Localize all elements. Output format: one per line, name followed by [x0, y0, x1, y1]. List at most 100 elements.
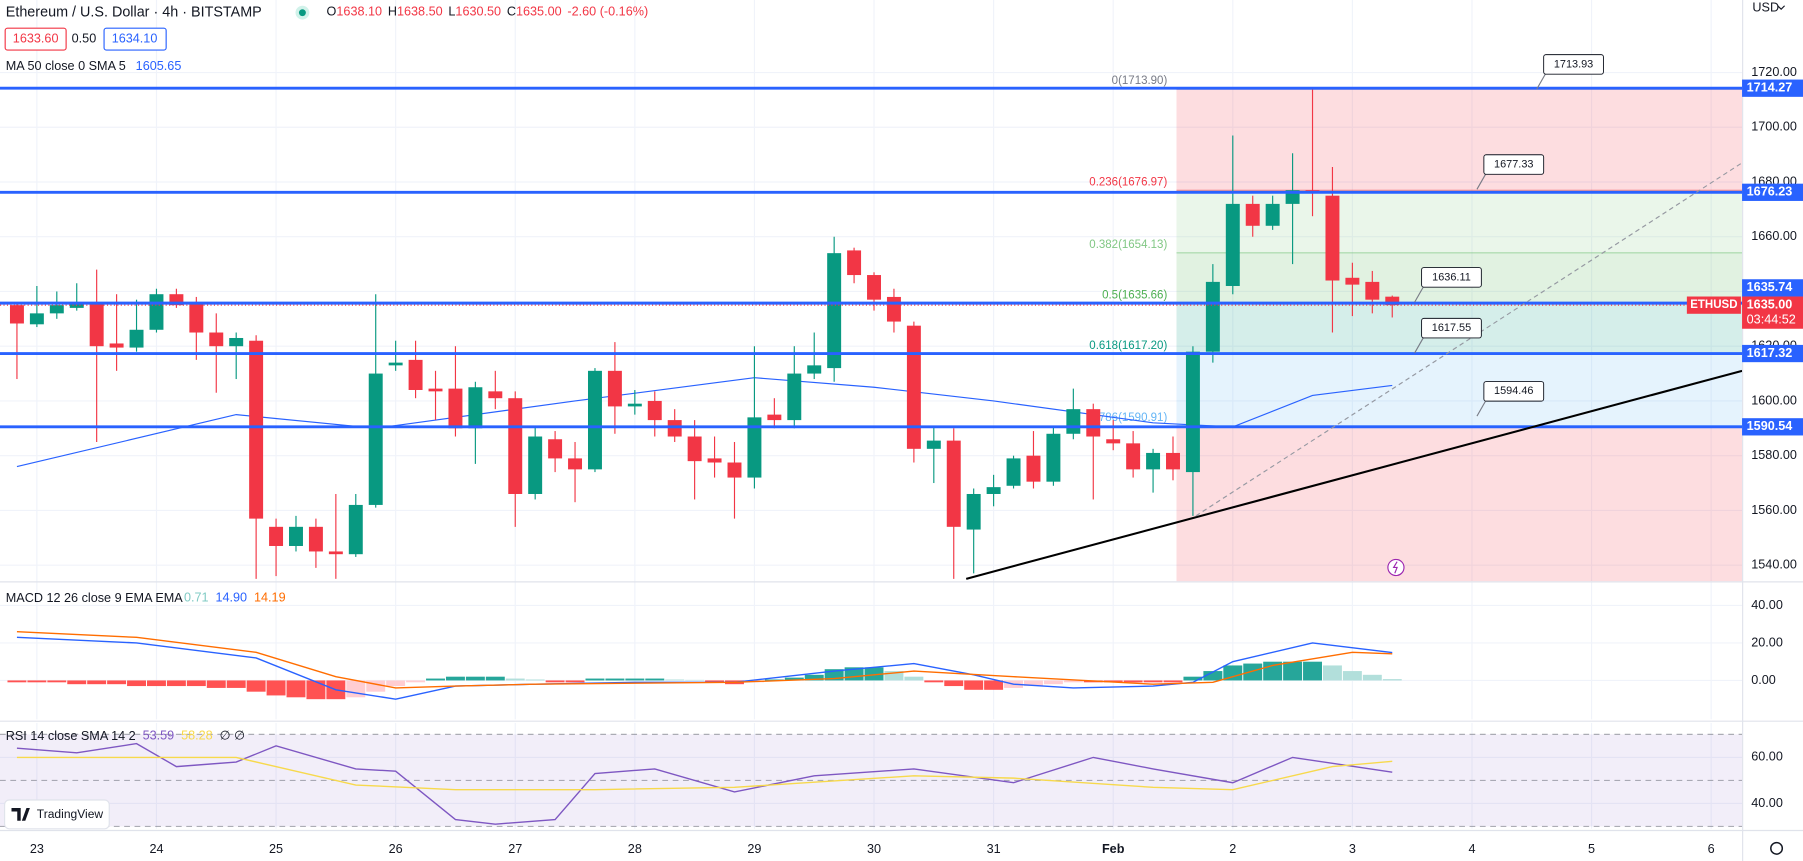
candle-body — [388, 362, 403, 366]
candle-body — [926, 440, 941, 449]
y-tick-label: 1600.00 — [1751, 393, 1797, 407]
trendline — [965, 369, 1743, 580]
ohlc-key: L — [448, 5, 455, 19]
candle-body — [448, 388, 463, 429]
symbol-header: Ethereum / U.S. Dollar · 4h · BITSTAMP — [6, 4, 262, 20]
macd-histogram-bar — [525, 679, 545, 681]
x-tick-label: 3 — [1349, 842, 1356, 856]
candle-body — [827, 253, 842, 369]
candle-body — [129, 329, 144, 348]
price-label-box — [1742, 79, 1803, 97]
macd-histogram-bar — [346, 680, 366, 698]
indicator-value: 1605.65 — [136, 59, 182, 73]
symbol-title: Ethereum / U.S. Dollar · 4h · BITSTAMP — [6, 4, 262, 20]
buy-button[interactable] — [103, 27, 167, 51]
macd-histogram-bar — [67, 680, 87, 685]
fib-label: 0.786(1590.91) — [1089, 412, 1167, 424]
candle-body — [1385, 296, 1400, 306]
settings-button[interactable] — [1770, 841, 1784, 855]
candle-body — [787, 373, 802, 421]
indicator-line — [16, 631, 1393, 689]
candle-body — [49, 305, 64, 314]
last-price-label: 1635.00 — [1747, 297, 1793, 311]
watermark-logo — [11, 808, 30, 821]
indicator-legend: RSI 14 close SMA 14 2 — [6, 729, 136, 743]
moving-average — [16, 377, 1393, 468]
callout-box[interactable] — [1421, 317, 1482, 339]
callout-label: 1617.55 — [1432, 322, 1471, 334]
candle-body — [1225, 203, 1240, 286]
x-tick-label: 4 — [1468, 842, 1475, 856]
indicator-value: 14.19 — [254, 591, 286, 605]
callout-box[interactable] — [1421, 267, 1482, 288]
ohlc-value: 1635.00 — [516, 5, 562, 19]
candle-body — [727, 462, 742, 478]
price-label-box — [1742, 183, 1803, 201]
x-tick-label: 5 — [1588, 842, 1595, 856]
candle-body — [1325, 195, 1340, 281]
candle-body — [667, 420, 682, 437]
price-label-box — [1742, 279, 1803, 297]
macd-histogram-bar — [206, 680, 226, 688]
candle-body — [1265, 203, 1280, 226]
candle-body — [946, 440, 961, 527]
candle-body — [249, 340, 264, 519]
callout-label: 1594.46 — [1494, 385, 1533, 397]
candle-body — [348, 504, 363, 555]
y-tick-label: 1700.00 — [1751, 120, 1797, 134]
ohlc-key: H — [388, 5, 397, 19]
candle-body — [468, 387, 483, 429]
macd-histogram-bar — [166, 680, 186, 687]
candle-body — [428, 388, 443, 392]
currency-menu[interactable]: USD — [1752, 0, 1779, 14]
watermark-box — [4, 799, 110, 830]
ohlc-values: O1638.10 H1638.50 L1630.50 C1635.00 -2.60 (-… — [327, 5, 649, 19]
candle-body — [986, 487, 1001, 494]
symbol-tag: ETHUSD — [1690, 299, 1737, 311]
candle-body — [1066, 409, 1081, 434]
macd-histogram-bar — [1283, 661, 1303, 681]
macd-histogram-bar — [87, 680, 107, 685]
macd-histogram-bar — [1303, 661, 1322, 681]
candle-body — [767, 414, 782, 421]
indicator-legend: MACD 12 26 close 9 EMA EMA — [6, 591, 184, 605]
macd-histogram-bar — [226, 680, 246, 688]
candle-body — [1086, 409, 1101, 437]
callout-pointer — [1476, 399, 1487, 417]
macd-histogram-bar — [146, 680, 166, 687]
candle-body — [149, 294, 164, 330]
macd-histogram-bar — [47, 680, 67, 683]
macd-pane — [0, 581, 1743, 720]
candle-body — [408, 359, 423, 390]
callout-label: 1713.93 — [1554, 58, 1593, 70]
x-tick-label: 28 — [628, 842, 642, 856]
callout-box[interactable] — [1543, 54, 1604, 75]
candle-body — [847, 250, 862, 276]
macd-histogram-bar — [186, 680, 206, 687]
candle-body — [747, 417, 762, 478]
macd-histogram-bar — [386, 680, 406, 687]
bid-price: 1633.60 — [13, 31, 59, 45]
macd-histogram-bar — [1123, 680, 1143, 683]
sell-button[interactable] — [4, 27, 67, 51]
callout-pointer — [1536, 72, 1547, 90]
x-tick-label: 31 — [987, 842, 1001, 856]
event-icon — [1392, 561, 1398, 574]
candle-body — [707, 458, 722, 463]
macd-histogram-bar — [505, 678, 525, 681]
callout-pointer — [1414, 336, 1425, 354]
macd-histogram-bar — [864, 667, 884, 681]
x-tick-label: Feb — [1102, 842, 1125, 856]
candle-body — [1146, 452, 1161, 470]
candle-body — [189, 302, 204, 333]
price-label: 1714.27 — [1747, 81, 1793, 95]
fib-label: 0(1713.90) — [1112, 75, 1168, 87]
callout-box[interactable] — [1483, 381, 1545, 402]
macd-histogram-bar — [426, 678, 445, 681]
y-tick-label: 1660.00 — [1751, 229, 1797, 243]
ohlc-value: 1638.50 — [397, 5, 443, 19]
candle-body — [1006, 458, 1021, 486]
callout-box[interactable] — [1483, 154, 1545, 175]
x-tick-label: 30 — [867, 842, 881, 856]
